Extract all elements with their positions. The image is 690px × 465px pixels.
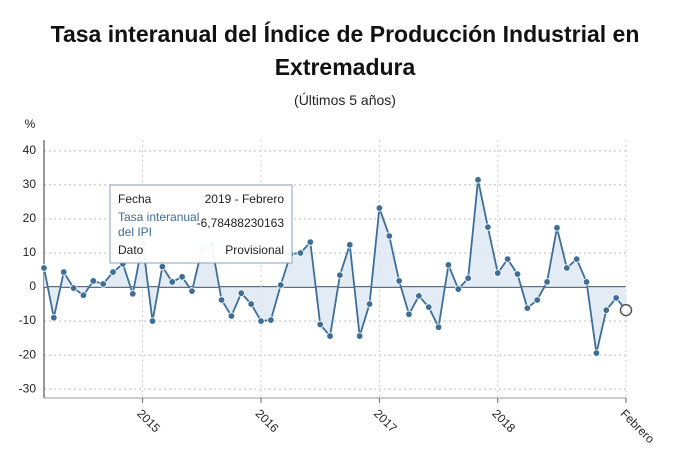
point	[513, 270, 522, 278]
point	[425, 303, 433, 311]
point	[267, 316, 275, 324]
point	[99, 280, 107, 288]
point	[533, 296, 541, 304]
point	[227, 312, 236, 320]
point	[592, 349, 601, 357]
point	[503, 255, 512, 263]
point	[434, 323, 443, 331]
point	[326, 332, 334, 340]
x-tick-label: 2017	[371, 406, 400, 435]
point	[582, 278, 591, 286]
tooltip-label-line: Tasa interanual	[118, 210, 199, 224]
point	[375, 204, 384, 212]
point	[217, 296, 226, 304]
point	[188, 287, 196, 295]
point	[158, 262, 167, 271]
point	[563, 264, 571, 272]
point	[415, 292, 423, 300]
highlight-point	[619, 303, 633, 317]
point	[109, 268, 117, 276]
x-tick-label: 2018	[489, 406, 518, 435]
point	[69, 284, 78, 292]
tooltip-value: Provisional	[225, 243, 284, 257]
point	[247, 300, 255, 308]
y-tick-label: -30	[19, 381, 37, 395]
point	[178, 273, 186, 281]
point	[543, 278, 551, 286]
y-tick-label: 20	[23, 211, 37, 225]
point	[50, 313, 58, 322]
y-tick-label: -20	[19, 347, 37, 361]
x-tick-label: Febrero	[618, 406, 658, 446]
point	[464, 274, 472, 282]
point	[40, 264, 48, 272]
tooltip-label: Dato	[118, 243, 144, 257]
point	[405, 310, 413, 318]
y-tick-label: 30	[23, 177, 37, 191]
point	[484, 223, 492, 231]
chart-title: Tasa interanual del Índice de Producción…	[50, 21, 640, 80]
point	[365, 300, 374, 308]
tooltip-label: Tasa interanual del IPI	[118, 210, 199, 239]
tooltip-label: Fecha	[118, 192, 152, 206]
x-tick-label: 2015	[134, 406, 163, 435]
point	[553, 224, 561, 232]
point	[336, 271, 344, 279]
point	[296, 249, 305, 257]
point	[168, 278, 176, 286]
point	[602, 306, 610, 314]
point	[385, 232, 393, 240]
y-tick-label: 40	[23, 143, 37, 157]
point	[277, 281, 285, 289]
point	[494, 269, 502, 277]
tooltip-value: 2019 - Febrero	[205, 192, 285, 206]
tooltip: Fecha 2019 - Febrero Tasa interanual del IP…	[109, 184, 293, 264]
x-tick-label: 2016	[253, 406, 282, 435]
point	[148, 317, 157, 325]
point	[237, 289, 245, 297]
point	[316, 320, 324, 329]
y-axis-label: %	[25, 117, 36, 131]
point	[306, 238, 315, 246]
point	[444, 261, 453, 269]
point	[395, 277, 403, 285]
point	[612, 294, 620, 302]
y-tick-label: 0	[29, 279, 36, 293]
tooltip-value: -6,78488230163	[197, 216, 285, 230]
point	[523, 304, 532, 312]
point	[89, 277, 98, 285]
point	[79, 291, 88, 299]
point	[474, 176, 482, 184]
point	[355, 332, 364, 340]
tooltip-box	[109, 184, 293, 264]
point	[346, 241, 354, 249]
area	[44, 179, 626, 354]
y-tick-label: 10	[23, 245, 37, 259]
tooltip-label-line: del IPI	[118, 225, 152, 239]
point	[572, 255, 581, 263]
chart-subtitle: (Últimos 5 años)	[294, 92, 396, 108]
point	[129, 290, 137, 298]
point	[454, 285, 463, 293]
point	[60, 268, 68, 276]
point	[257, 317, 265, 325]
y-tick-label: -10	[19, 313, 37, 327]
